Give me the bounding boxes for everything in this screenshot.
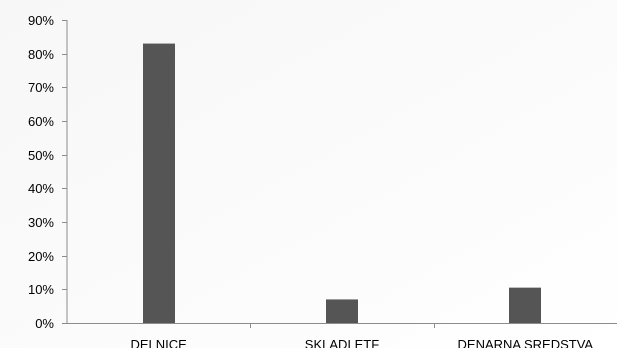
y-tick-label: 30% [28,215,54,230]
bar-denarna-sredstva [509,287,541,323]
y-axis: 0% 10% 20% 30% 40% 50% 60% 70% 80% 90% [28,13,68,331]
x-tick-label: DENARNA SREDSTVA [458,337,594,348]
y-tick-label: 90% [28,13,54,28]
bar-skladi-etf [326,299,358,323]
y-tick-label: 50% [28,148,54,163]
x-tick-label: DELNICE [130,337,187,348]
y-tick-label: 40% [28,181,54,196]
y-tick-label: 20% [28,249,54,264]
bar-series [143,43,541,324]
y-tick-label: 80% [28,47,54,62]
y-tick-label: 10% [28,282,54,297]
y-tick-label: 0% [35,316,54,331]
y-tick-label: 60% [28,114,54,129]
bar-delnice [143,43,175,324]
x-tick-label: SKLADI ETF [305,337,379,348]
y-tick-label: 70% [28,80,54,95]
